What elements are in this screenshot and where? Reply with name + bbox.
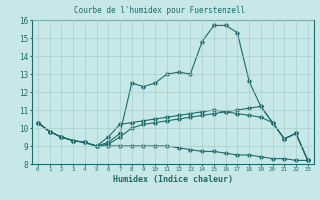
- Text: Courbe de l'humidex pour Fuerstenzell: Courbe de l'humidex pour Fuerstenzell: [75, 6, 245, 15]
- X-axis label: Humidex (Indice chaleur): Humidex (Indice chaleur): [113, 175, 233, 184]
